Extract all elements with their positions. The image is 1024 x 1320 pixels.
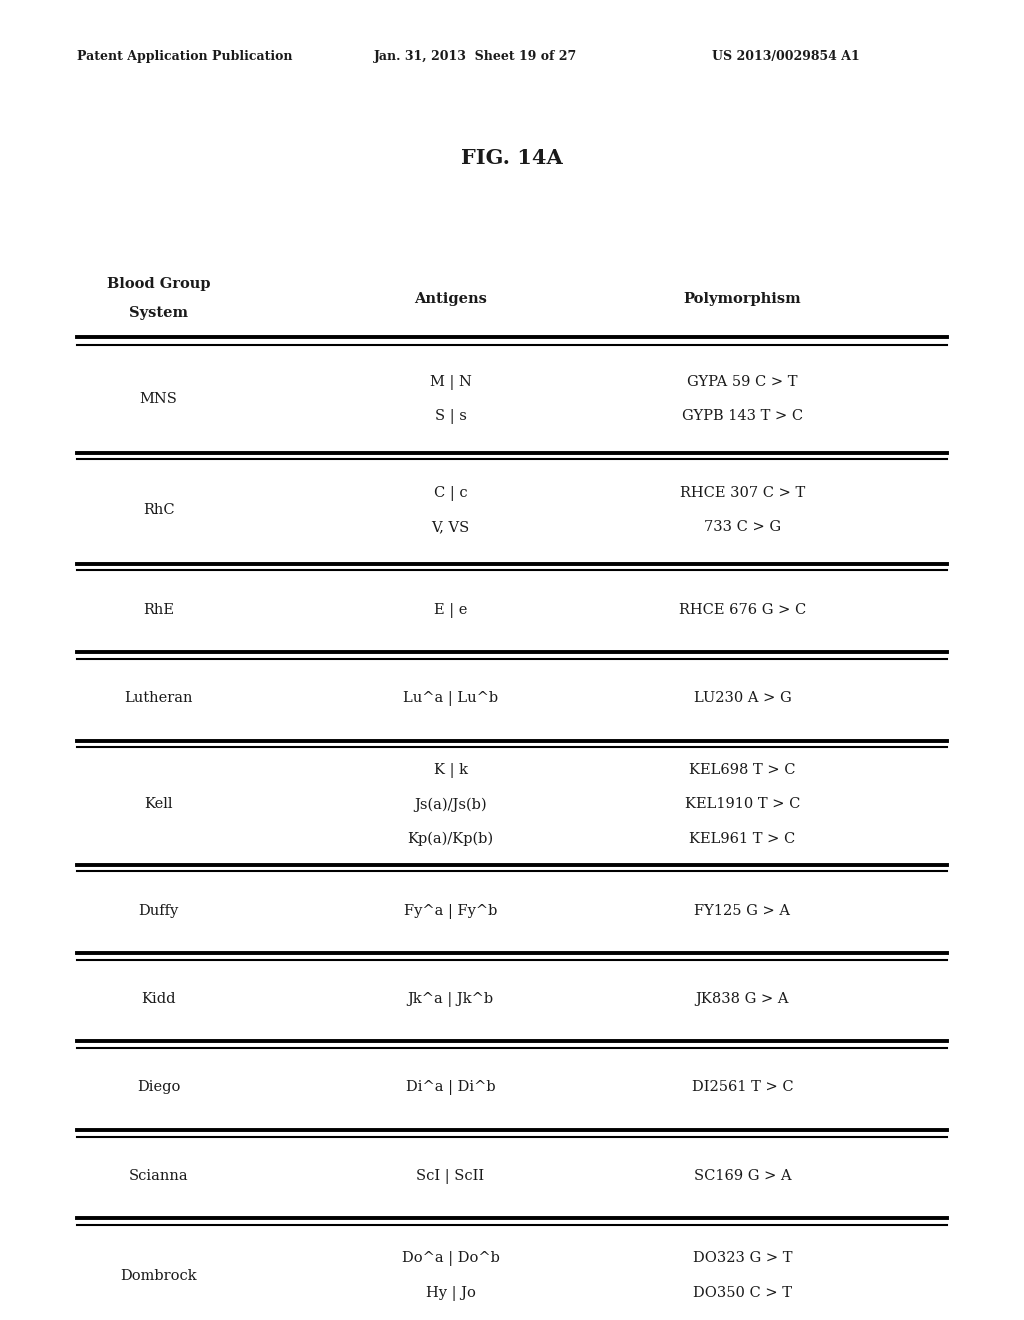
Text: Scianna: Scianna (129, 1170, 188, 1183)
Text: FIG. 14A: FIG. 14A (461, 148, 563, 168)
Text: Antigens: Antigens (414, 292, 487, 306)
Text: RHCE 676 G > C: RHCE 676 G > C (679, 602, 806, 616)
Text: LU230 A > G: LU230 A > G (693, 692, 792, 705)
Text: ScI | ScII: ScI | ScII (417, 1170, 484, 1184)
Text: RhC: RhC (143, 503, 174, 517)
Text: JK838 G > A: JK838 G > A (695, 993, 790, 1006)
Text: Diego: Diego (137, 1080, 180, 1094)
Text: Di^a | Di^b: Di^a | Di^b (406, 1080, 496, 1096)
Text: Duffy: Duffy (138, 904, 179, 917)
Text: DO323 G > T: DO323 G > T (692, 1251, 793, 1266)
Text: Kell: Kell (144, 797, 173, 812)
Text: Dombrock: Dombrock (121, 1269, 197, 1283)
Text: Blood Group: Blood Group (106, 277, 211, 292)
Text: RHCE 307 C > T: RHCE 307 C > T (680, 486, 805, 500)
Text: Hy | Jo: Hy | Jo (426, 1286, 475, 1300)
Text: C | c: C | c (434, 486, 467, 500)
Text: K | k: K | k (433, 763, 468, 777)
Text: Polymorphism: Polymorphism (684, 292, 801, 306)
Text: 733 C > G: 733 C > G (703, 520, 781, 535)
Text: V, VS: V, VS (431, 520, 470, 535)
Text: FY125 G > A: FY125 G > A (694, 904, 791, 917)
Text: E | e: E | e (434, 602, 467, 618)
Text: Jan. 31, 2013  Sheet 19 of 27: Jan. 31, 2013 Sheet 19 of 27 (374, 50, 577, 63)
Text: DI2561 T > C: DI2561 T > C (691, 1080, 794, 1094)
Text: MNS: MNS (140, 392, 177, 407)
Text: GYPB 143 T > C: GYPB 143 T > C (682, 409, 803, 424)
Text: KEL698 T > C: KEL698 T > C (689, 763, 796, 777)
Text: DO350 C > T: DO350 C > T (693, 1286, 792, 1300)
Text: Do^a | Do^b: Do^a | Do^b (401, 1251, 500, 1266)
Text: Jk^a | Jk^b: Jk^a | Jk^b (408, 993, 494, 1007)
Text: Fy^a | Fy^b: Fy^a | Fy^b (403, 904, 498, 919)
Text: US 2013/0029854 A1: US 2013/0029854 A1 (712, 50, 859, 63)
Text: System: System (129, 306, 188, 321)
Text: S | s: S | s (434, 409, 467, 424)
Text: Kp(a)/Kp(b): Kp(a)/Kp(b) (408, 832, 494, 846)
Text: GYPA 59 C > T: GYPA 59 C > T (687, 375, 798, 389)
Text: RhE: RhE (143, 602, 174, 616)
Text: Lutheran: Lutheran (125, 692, 193, 705)
Text: M | N: M | N (430, 375, 471, 389)
Text: Lu^a | Lu^b: Lu^a | Lu^b (403, 692, 498, 706)
Text: KEL1910 T > C: KEL1910 T > C (685, 797, 800, 812)
Text: Patent Application Publication: Patent Application Publication (77, 50, 292, 63)
Text: SC169 G > A: SC169 G > A (693, 1170, 792, 1183)
Text: Js(a)/Js(b): Js(a)/Js(b) (415, 797, 486, 812)
Text: KEL961 T > C: KEL961 T > C (689, 832, 796, 846)
Text: Kidd: Kidd (141, 993, 176, 1006)
